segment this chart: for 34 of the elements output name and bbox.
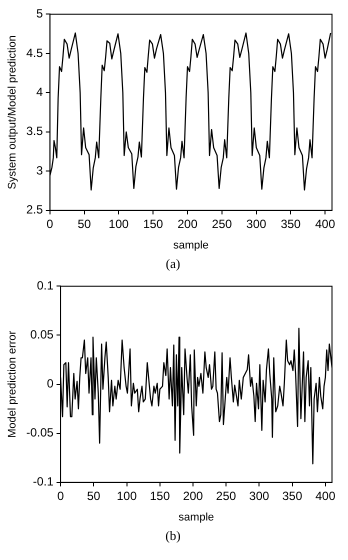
- text: (a): [164, 256, 182, 273]
- x-axis-title: sample: [173, 239, 209, 252]
- x-tick-label: 150: [150, 488, 170, 503]
- y-tick-label: 4: [36, 84, 44, 99]
- x-tick-label: 300: [249, 488, 270, 503]
- x-tick-label: 200: [177, 216, 198, 231]
- y-tick-label: 3.5: [26, 124, 44, 138]
- y-tick-label: -0.05: [26, 426, 54, 440]
- x-tick-label: 300: [246, 216, 267, 231]
- y-tick-label: -0.1: [32, 474, 54, 489]
- y-tick-label: 0: [46, 376, 54, 391]
- y-tick-label: 0.05: [30, 328, 54, 342]
- y-tick-label: 3: [36, 163, 44, 178]
- x-tick-label: 350: [282, 488, 303, 503]
- y-tick-label: 2.5: [26, 202, 44, 217]
- x-tick-label: 100: [108, 216, 130, 231]
- x-tick-label: 0: [57, 488, 64, 503]
- x-tick-label: 100: [116, 488, 138, 503]
- y-tick-label: 0.1: [36, 278, 54, 293]
- x-tick-label: 150: [143, 216, 164, 231]
- x-tick-label: 400: [315, 216, 336, 231]
- y-axis-title: System output/Model prediction: [6, 35, 19, 190]
- x-tick-label: 250: [216, 488, 236, 503]
- x-tick-label: 400: [315, 488, 336, 503]
- x-tick-label: 250: [212, 216, 232, 231]
- y-tick-label: 5: [36, 6, 44, 21]
- x-tick-label: 200: [182, 488, 204, 503]
- x-tick-label: 350: [280, 216, 302, 231]
- x-axis-title: sample: [178, 511, 214, 524]
- text: (b): [164, 528, 182, 545]
- x-tick-label: 50: [78, 216, 92, 231]
- y-tick-label: 4.5: [26, 46, 44, 60]
- y-axis-title: Model prediction error: [6, 330, 19, 438]
- x-tick-label: 50: [86, 488, 101, 503]
